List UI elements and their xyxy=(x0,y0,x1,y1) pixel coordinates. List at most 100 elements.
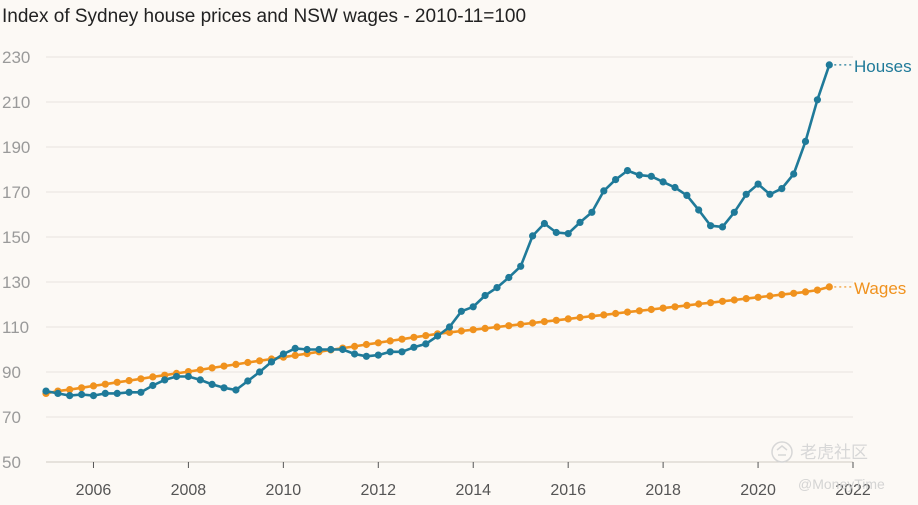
data-point-houses xyxy=(825,61,833,69)
data-point-houses xyxy=(315,345,323,354)
data-point-wages xyxy=(125,377,133,385)
data-point-wages xyxy=(766,292,774,300)
y-tick-label: 150 xyxy=(2,228,30,247)
series-label-houses: Houses xyxy=(854,57,912,76)
data-point-houses xyxy=(327,345,335,354)
data-point-wages xyxy=(481,324,489,332)
data-point-wages xyxy=(825,283,833,291)
data-point-houses xyxy=(113,389,121,397)
data-point-wages xyxy=(101,380,109,388)
x-tick-label: 2022 xyxy=(835,482,871,499)
watermark-brand: 老虎社区 xyxy=(800,443,868,462)
data-point-wages xyxy=(730,296,738,304)
data-point-houses xyxy=(196,376,204,384)
data-point-houses xyxy=(256,368,264,376)
data-point-wages xyxy=(113,378,121,386)
data-point-wages xyxy=(398,335,406,343)
label-layer: Wages Houses xyxy=(834,57,912,298)
data-point-houses xyxy=(244,377,252,385)
data-point-houses xyxy=(493,284,501,292)
data-point-houses xyxy=(600,187,608,195)
data-point-houses xyxy=(339,345,347,354)
data-point-houses xyxy=(445,323,454,331)
y-tick-label: 130 xyxy=(2,273,30,292)
data-point-houses xyxy=(671,183,679,192)
data-point-houses xyxy=(707,222,715,230)
data-point-wages xyxy=(778,291,786,299)
y-tick-label: 110 xyxy=(2,318,29,337)
data-point-wages xyxy=(244,358,252,367)
data-point-wages xyxy=(564,315,572,323)
watermark-logo-icon xyxy=(771,441,793,463)
y-tick-label: 230 xyxy=(2,48,30,67)
data-point-wages xyxy=(790,289,798,297)
data-point-houses xyxy=(279,350,287,358)
data-point-houses xyxy=(540,219,549,228)
x-tick-label: 2006 xyxy=(76,482,112,499)
data-point-houses xyxy=(790,170,798,178)
data-point-wages xyxy=(493,323,501,331)
data-point-houses xyxy=(529,232,537,240)
data-point-wages xyxy=(612,309,620,318)
data-point-houses xyxy=(505,273,513,282)
data-point-houses xyxy=(66,392,74,400)
data-point-houses xyxy=(683,191,691,199)
axis-layer: 50 70 90 110 130 150 170 190 210 230 2006 2008 2010 2… xyxy=(2,48,871,499)
data-point-houses xyxy=(303,345,311,354)
data-point-houses xyxy=(267,358,276,366)
series-line-houses xyxy=(44,63,831,397)
data-point-wages xyxy=(505,322,513,330)
data-point-wages xyxy=(291,351,299,359)
data-point-wages xyxy=(362,340,370,349)
data-point-wages xyxy=(78,384,86,392)
data-point-wages xyxy=(374,339,382,347)
data-point-wages xyxy=(552,316,560,324)
data-point-wages xyxy=(801,288,810,296)
data-point-wages xyxy=(813,286,822,294)
data-point-houses xyxy=(89,392,98,400)
data-point-houses xyxy=(588,208,596,216)
data-point-wages xyxy=(742,295,750,303)
data-point-wages xyxy=(659,304,667,312)
data-point-houses xyxy=(374,351,382,359)
data-point-wages xyxy=(410,333,418,341)
grid-layer xyxy=(46,56,853,463)
data-point-wages xyxy=(754,293,762,301)
data-point-houses xyxy=(362,352,370,360)
data-point-wages xyxy=(600,311,608,319)
chart-title: Index of Sydney house prices and NSW wag… xyxy=(2,6,527,27)
x-tick-label: 2008 xyxy=(171,482,207,499)
data-point-wages xyxy=(66,386,74,394)
x-tick-label: 2018 xyxy=(645,482,681,499)
data-point-houses xyxy=(42,387,50,395)
data-point-wages xyxy=(386,337,394,345)
data-point-houses xyxy=(517,262,525,270)
data-point-houses xyxy=(184,372,192,381)
y-tick-label: 190 xyxy=(2,138,30,157)
data-point-wages xyxy=(588,312,596,320)
data-point-wages xyxy=(529,319,537,327)
data-point-wages xyxy=(647,305,655,314)
data-point-wages xyxy=(232,360,240,368)
watermark: 老虎社区 @MoneyTime xyxy=(771,441,885,492)
data-point-wages xyxy=(445,328,454,336)
data-point-houses xyxy=(457,307,465,315)
data-point-wages xyxy=(695,300,703,308)
data-point-wages xyxy=(220,362,228,370)
data-point-houses xyxy=(232,386,240,394)
x-tick-label: 2020 xyxy=(740,482,776,499)
data-point-houses xyxy=(647,172,655,180)
data-point-wages xyxy=(457,327,465,335)
data-point-houses xyxy=(730,208,738,216)
data-point-houses xyxy=(754,180,762,188)
data-point-wages xyxy=(707,299,715,307)
data-point-houses xyxy=(742,190,750,198)
data-point-wages xyxy=(517,320,525,328)
data-point-wages xyxy=(149,373,157,381)
data-point-wages xyxy=(718,297,727,305)
series-layer xyxy=(42,61,833,400)
data-point-houses xyxy=(576,218,584,226)
data-point-houses xyxy=(623,167,632,175)
data-point-houses xyxy=(766,190,774,198)
